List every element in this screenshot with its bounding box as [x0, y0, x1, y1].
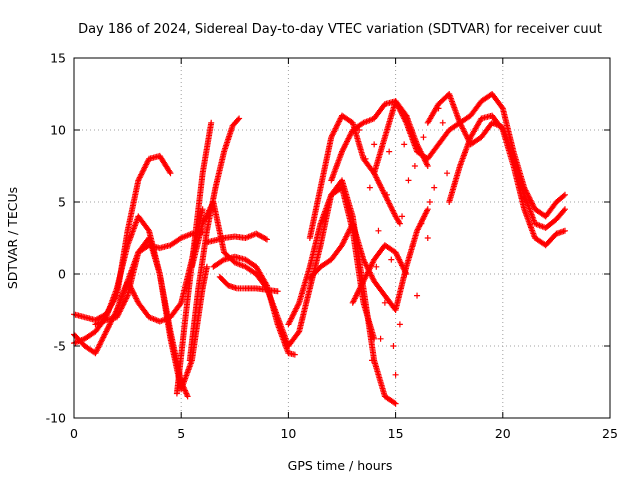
data-point	[424, 235, 431, 241]
data-point	[435, 105, 442, 112]
data-point	[274, 288, 281, 295]
data-point	[375, 227, 382, 234]
data-point	[371, 335, 378, 342]
data-point	[424, 163, 431, 169]
data-point	[166, 168, 173, 175]
data-point	[373, 263, 380, 270]
data-point	[236, 115, 243, 122]
data-point	[386, 148, 393, 155]
data-point	[561, 227, 568, 234]
data-point	[177, 301, 184, 308]
data-point	[431, 184, 438, 191]
data-point	[444, 170, 451, 177]
data-point	[262, 235, 269, 242]
x-tick-label: 15	[388, 426, 404, 441]
data-point	[381, 299, 388, 306]
series-scatter-cluster	[356, 105, 451, 378]
data-point	[203, 263, 210, 270]
data-point	[390, 343, 397, 349]
gridlines	[74, 58, 610, 418]
data-point	[362, 155, 369, 162]
x-tick-label: 25	[602, 426, 618, 441]
data-point	[420, 134, 427, 141]
data-point	[167, 170, 174, 177]
x-tick-label: 10	[280, 426, 296, 441]
x-tick-label: 5	[177, 426, 185, 441]
x-axis-label: GPS time / hours	[288, 458, 393, 473]
data-point	[426, 199, 433, 205]
data-point	[560, 192, 567, 199]
data-point	[295, 329, 302, 336]
data-point	[403, 271, 410, 277]
data-point	[399, 213, 406, 220]
series-track-17	[349, 242, 410, 306]
series-track-19	[424, 91, 568, 231]
data-point	[199, 206, 206, 213]
data-point	[396, 220, 403, 227]
series-track-9	[210, 253, 298, 358]
data-point	[396, 321, 403, 328]
y-tick-label: -5	[54, 339, 66, 354]
data-point	[208, 119, 215, 126]
plot-frame	[73, 57, 611, 419]
data-point	[411, 163, 418, 169]
data-point	[388, 256, 395, 263]
data-point	[356, 127, 363, 133]
data-point	[405, 177, 412, 184]
data-point	[377, 335, 384, 342]
data-point	[414, 292, 421, 299]
data-point	[263, 236, 270, 243]
y-tick-label: 0	[58, 267, 66, 282]
data-point	[371, 141, 378, 148]
y-tick-label: 10	[50, 123, 66, 138]
data-point	[145, 226, 152, 233]
data-point	[184, 393, 191, 400]
series-track-15	[306, 206, 431, 313]
y-tick-label: 5	[58, 195, 66, 210]
data-point	[219, 257, 226, 264]
data-point	[424, 206, 431, 213]
series-track-18	[371, 91, 568, 220]
y-tick-label: 15	[50, 51, 66, 66]
data-point	[391, 399, 398, 406]
data-point	[392, 400, 399, 407]
data-point	[418, 220, 425, 227]
series-track-20	[446, 112, 568, 249]
data-point	[384, 191, 391, 198]
data-point	[409, 242, 416, 249]
data-point	[235, 116, 242, 123]
data-point	[498, 104, 505, 111]
data-point	[439, 119, 446, 126]
series-track-13	[285, 184, 378, 342]
data-point	[366, 184, 373, 191]
data-point	[392, 371, 399, 378]
x-tick-label: 20	[495, 426, 511, 441]
data-point	[561, 206, 568, 213]
chart-title: Day 186 of 2024, Sidereal Day-to-day VTE…	[78, 22, 602, 37]
data-point	[560, 207, 567, 214]
y-tick-label: -10	[46, 411, 66, 426]
data-point	[369, 357, 376, 364]
data-point	[291, 351, 298, 358]
data-series	[71, 91, 568, 407]
axes: 0 5 10 15 20 25 -10 -5 0 5 10 15	[46, 51, 618, 442]
data-point	[401, 141, 408, 148]
data-point	[403, 112, 410, 119]
data-point	[561, 191, 568, 198]
series-track-10	[203, 230, 270, 246]
series-track-11	[216, 273, 281, 295]
x-tick-label: 0	[70, 426, 78, 441]
y-axis-label: SDTVAR / TECUs	[5, 187, 20, 289]
